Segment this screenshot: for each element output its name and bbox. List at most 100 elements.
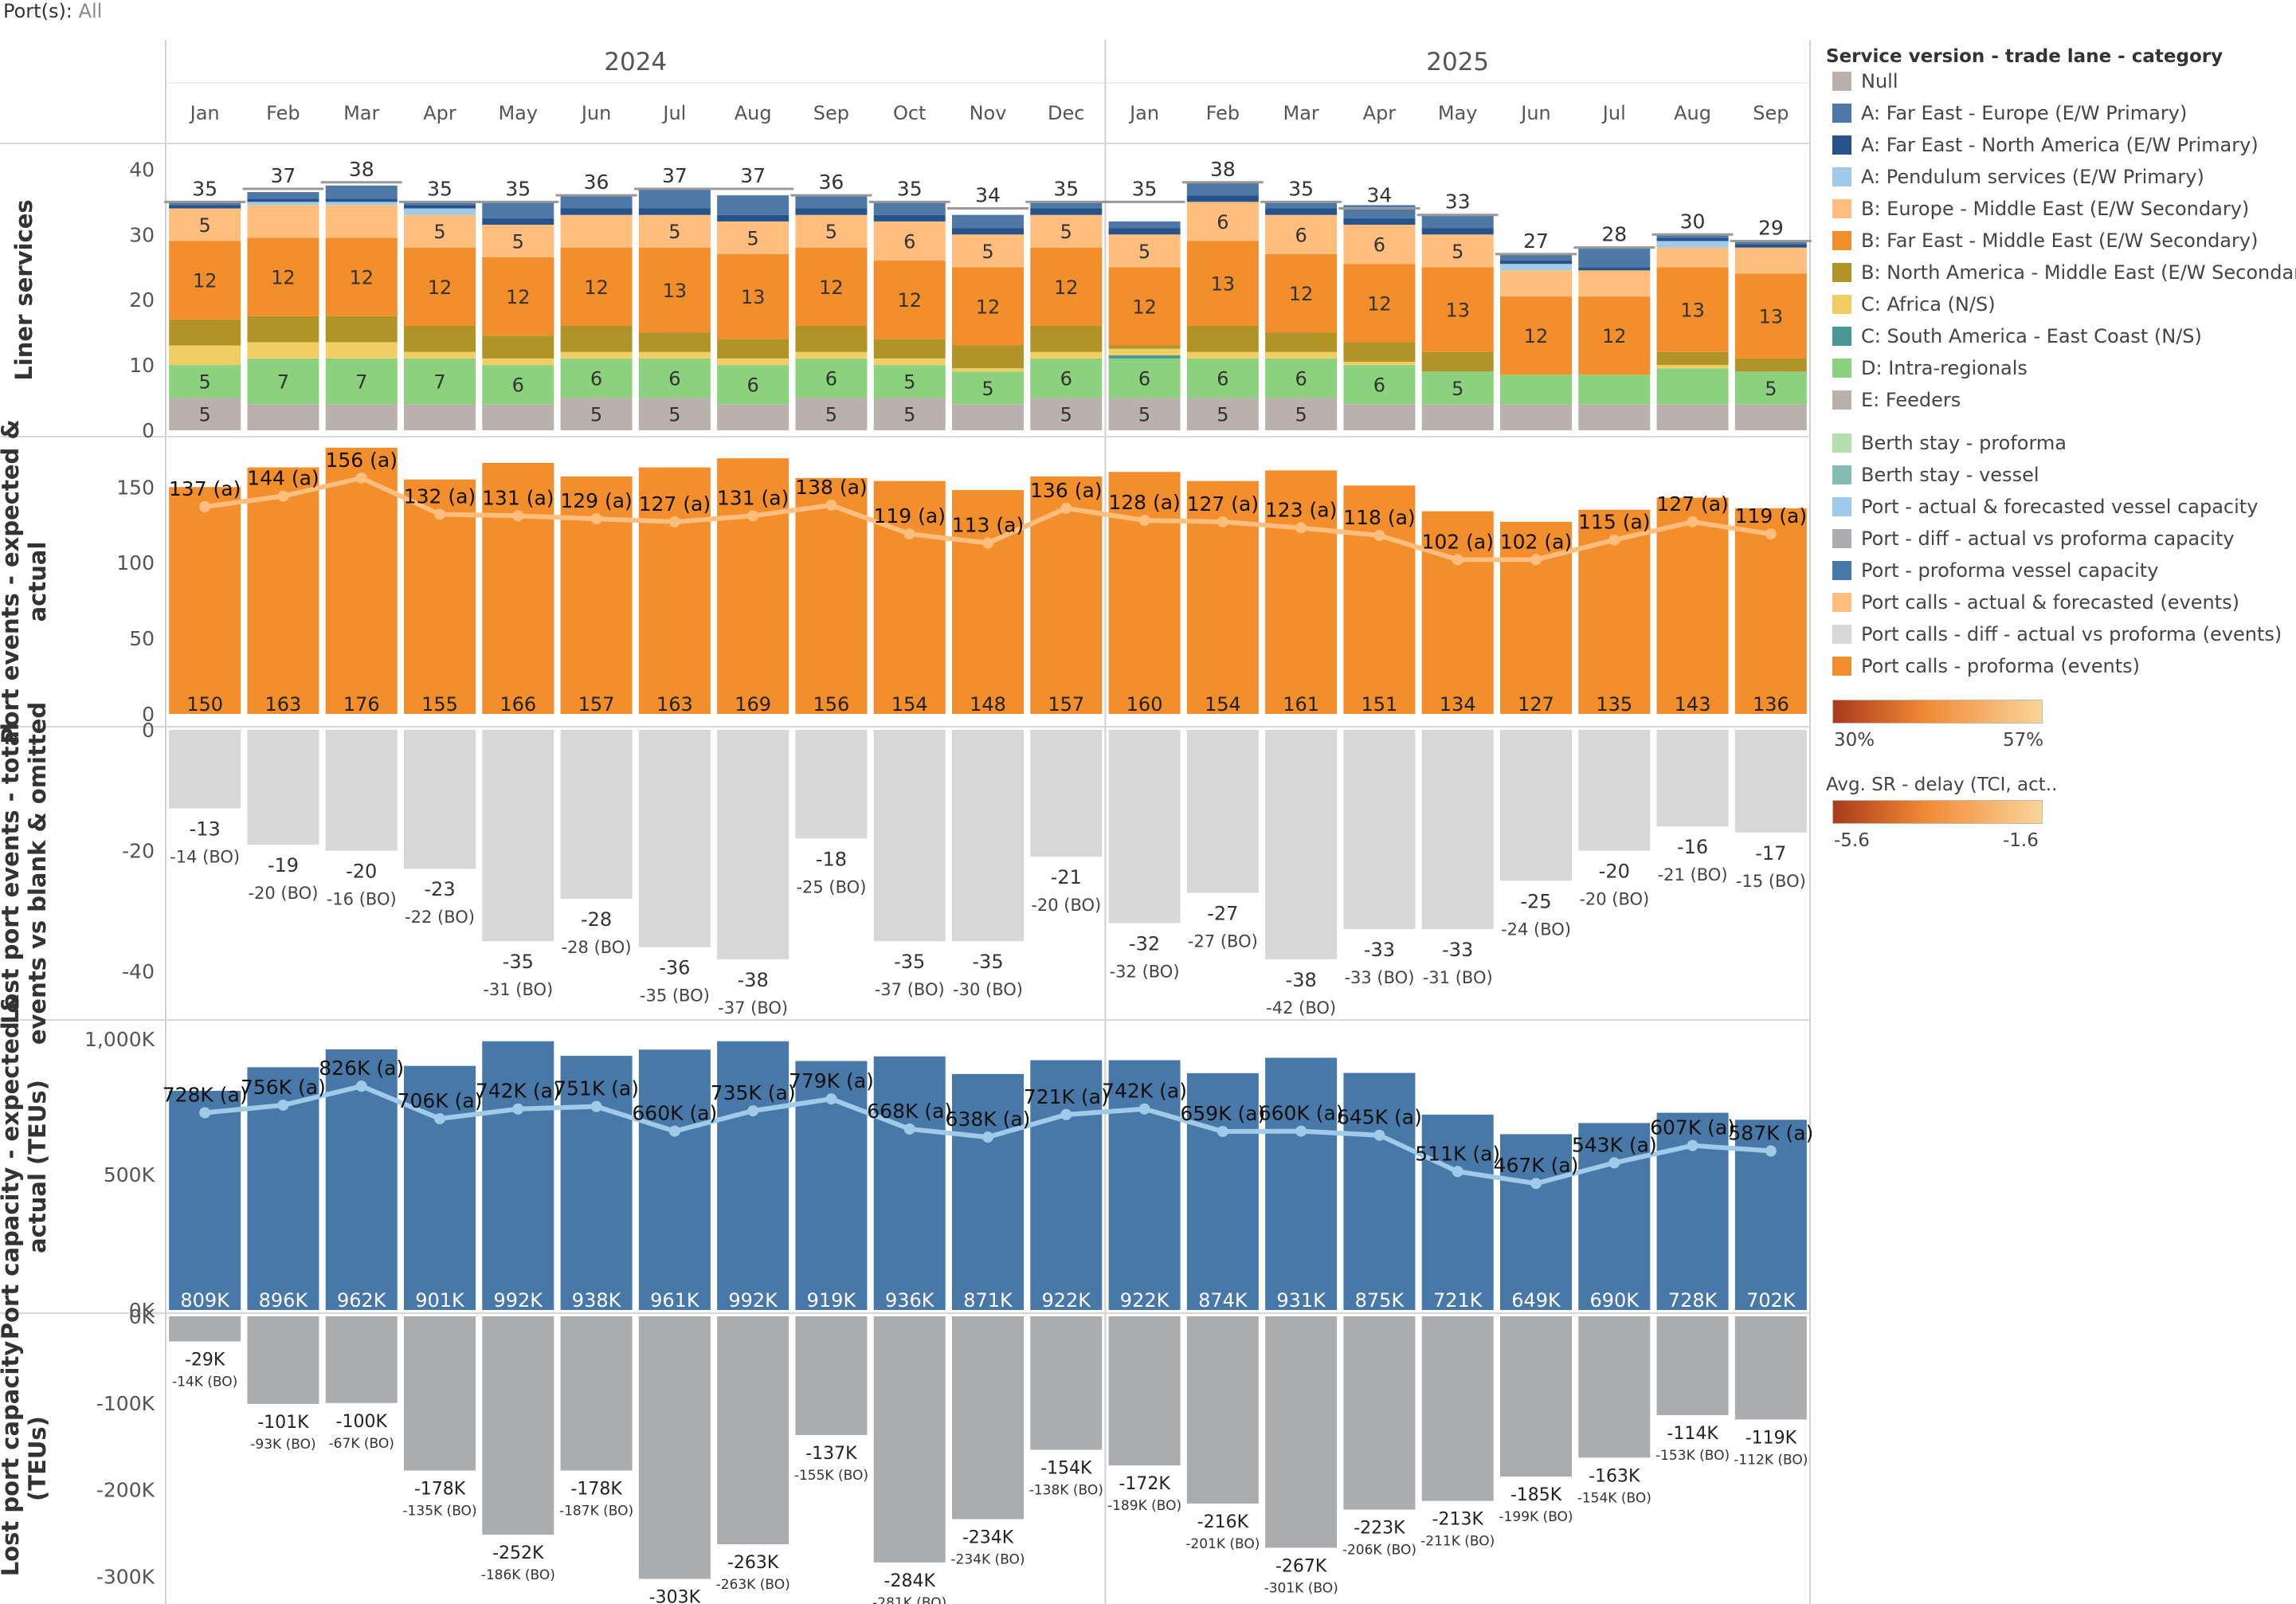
- legend-measure-item[interactable]: Port calls - proforma (events): [1826, 652, 2292, 684]
- lost-events-bar: [1656, 730, 1729, 827]
- legend-label: Port - proforma vessel capacity: [1861, 559, 2159, 582]
- filter-label[interactable]: Port(s): All: [3, 0, 102, 22]
- legend-swatch: [1832, 199, 1851, 218]
- y-tick-label: -300K: [96, 1565, 155, 1588]
- y-tick-label: -20: [122, 839, 155, 862]
- legend-measure-list: Berth stay - proforma Berth stay - vessel…: [1826, 429, 2292, 684]
- stack-segment-C_Africa: [247, 342, 319, 359]
- proforma-events-label: 154: [891, 693, 928, 716]
- lost-capacity-bo-label: -206K (BO): [1342, 1543, 1416, 1559]
- stack-segment-E_Feed: [247, 404, 319, 430]
- stack-segment-B_FE_ME: [1343, 264, 1416, 343]
- lost-events-label: -20: [1599, 860, 1630, 882]
- legend-category-item[interactable]: C: South America - East Coast (N/S): [1826, 322, 2292, 354]
- stack-segment-E_Feed: [404, 404, 476, 430]
- legend-category-item[interactable]: B: Europe - Middle East (E/W Secondary): [1826, 194, 2292, 226]
- lost-events-bar: [1734, 730, 1807, 833]
- proforma-events-label: 157: [1048, 693, 1084, 716]
- total-label: 37: [740, 164, 766, 187]
- legend-measure-item[interactable]: Berth stay - proforma: [1826, 429, 2292, 461]
- stack-segment-A_FE_NA: [638, 208, 711, 215]
- legend-measure-item[interactable]: Port - diff - actual vs proforma capacit…: [1826, 524, 2292, 556]
- lost-capacity-label: -267K: [1275, 1556, 1327, 1576]
- total-label: 34: [975, 184, 1001, 207]
- total-label: 36: [819, 171, 844, 194]
- stack-segment-D_Intra: [795, 358, 868, 398]
- segment-label: 5: [1765, 378, 1777, 400]
- stack-segment-B_EU_ME: [1265, 214, 1338, 254]
- lost-events-bo-label: -16 (BO): [327, 889, 397, 908]
- lost-capacity-bar: [482, 1316, 554, 1535]
- legend-category-item[interactable]: B: Far East - Middle East (E/W Secondary…: [1826, 226, 2292, 258]
- lost-events-bar: [247, 730, 319, 845]
- lost-events-bar: [1186, 730, 1259, 893]
- legend-category-item[interactable]: D: Intra-regionals: [1826, 354, 2292, 386]
- legend-category-item[interactable]: A: Pendulum services (E/W Primary): [1826, 163, 2292, 194]
- legend-label: A: Far East - North America (E/W Primary…: [1861, 134, 2259, 156]
- actual-capacity-point: [1530, 1178, 1542, 1190]
- legend-label: A: Pendulum services (E/W Primary): [1861, 166, 2204, 188]
- legend-measure-item[interactable]: Port calls - actual & forecasted (events…: [1826, 588, 2292, 620]
- y-tick-label: 0: [142, 703, 155, 726]
- actual-events-label: 138 (a): [795, 476, 868, 499]
- year-label: 2024: [604, 48, 667, 76]
- legend-label: B: North America - Middle East (E/W Seco…: [1861, 261, 2296, 284]
- legend-category-item[interactable]: E: Feeders: [1826, 386, 2292, 418]
- lost-events-bo-label: -20 (BO): [1579, 889, 1649, 908]
- lost-capacity-label: -119K: [1746, 1428, 1797, 1448]
- legend-swatch: [1832, 359, 1851, 378]
- stack-segment-A_FE_NA: [1030, 208, 1103, 215]
- stack-segment-A_FE_NA: [1656, 237, 1729, 241]
- segment-label: 5: [1138, 241, 1150, 263]
- stack-segment-B_NA_ME: [1030, 325, 1103, 352]
- legend-category-item[interactable]: Null: [1826, 67, 2292, 99]
- color-gradient-2[interactable]: -5.6 -1.6: [1826, 795, 2292, 875]
- total-label: 35: [1288, 177, 1314, 200]
- legend-swatch: [1832, 263, 1851, 282]
- stack-segment-B_NA_ME: [560, 325, 633, 352]
- legend-category-item[interactable]: C: Africa (N/S): [1826, 290, 2292, 322]
- y-tick-label: 150: [116, 476, 155, 499]
- segment-label: 6: [903, 230, 915, 253]
- actual-capacity-label: 511K (a): [1415, 1142, 1500, 1165]
- stack-segment-A_Pend: [1656, 241, 1729, 248]
- actual-capacity-label: 779K (a): [789, 1069, 874, 1092]
- legend-category-item[interactable]: B: North America - Middle East (E/W Seco…: [1826, 258, 2296, 290]
- legend-measure-item[interactable]: Port - actual & forecasted vessel capaci…: [1826, 492, 2292, 524]
- stack-segment-E_Feed: [1265, 398, 1338, 430]
- legend-measure-item[interactable]: Port - proforma vessel capacity: [1826, 556, 2292, 588]
- lost-capacity-bar: [247, 1316, 319, 1404]
- actual-events-label: 127 (a): [639, 492, 711, 516]
- stack-segment-E_Feed: [1421, 404, 1494, 430]
- color-gradient-1[interactable]: 30% 57%: [1826, 695, 2292, 775]
- actual-events-label: 131 (a): [482, 486, 554, 509]
- stack-segment-A_FE_NA: [1343, 218, 1416, 225]
- stack-segment-B_FE_ME: [1500, 296, 1572, 375]
- proforma-capacity-label: 649K: [1511, 1289, 1561, 1312]
- legend-swatch: [1832, 390, 1851, 410]
- segment-label: 5: [590, 404, 602, 426]
- gradient-2-title: Avg. SR - delay (TCI, act..: [1826, 775, 2058, 795]
- lost-capacity-bar: [1186, 1316, 1259, 1504]
- legend-category-item[interactable]: A: Far East - North America (E/W Primary…: [1826, 131, 2292, 163]
- stack-segment-A_FE_EU: [1343, 205, 1416, 218]
- proforma-events-bar: [1421, 511, 1494, 714]
- legend-category-item[interactable]: A: Far East - Europe (E/W Primary): [1826, 99, 2292, 131]
- proforma-capacity-bar: [1421, 1114, 1494, 1310]
- segment-label: 12: [1054, 276, 1079, 299]
- lost-events-bo-label: -21 (BO): [1658, 865, 1728, 884]
- actual-events-point: [434, 508, 445, 520]
- legend-measure-item[interactable]: Berth stay - vessel: [1826, 461, 2292, 492]
- lost-events-bo-label: -20 (BO): [248, 884, 318, 903]
- legend[interactable]: Service version - trade lane - category …: [1826, 46, 2296, 875]
- segment-label: 6: [1217, 211, 1228, 233]
- legend-measure-item[interactable]: Port calls - diff - actual vs proforma (…: [1826, 620, 2292, 652]
- proforma-events-bar: [717, 458, 789, 714]
- proforma-capacity-label: 992K: [494, 1289, 544, 1312]
- lost-events-bo-label: -37 (BO): [718, 998, 788, 1018]
- lost-capacity-bar: [169, 1316, 241, 1342]
- stack-segment-E_Feed: [1030, 398, 1103, 430]
- month-label: Jan: [189, 102, 220, 124]
- stack-segment-C_Africa: [325, 342, 398, 359]
- actual-capacity-point: [1060, 1108, 1072, 1120]
